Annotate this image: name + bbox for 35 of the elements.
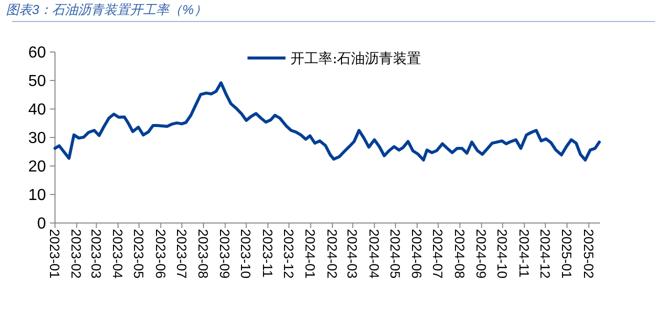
x-tick-label: 2024-01 (302, 229, 318, 279)
y-tick-label: 0 (37, 216, 46, 232)
x-tick-label: 2023-10 (238, 229, 254, 279)
x-tick-label: 2024-05 (387, 229, 402, 279)
x-tick-label: 2024-02 (324, 229, 340, 279)
x-tick-label: 2023-08 (196, 229, 211, 279)
chart-title: 图表3：石油沥青装置开工率（%） (6, 2, 207, 17)
x-tick-label: 2023-05 (131, 229, 146, 279)
x-tick-label: 2025-02 (580, 229, 596, 279)
y-tick-label: 20 (28, 158, 46, 176)
y-tick-label: 10 (28, 187, 46, 204)
x-tick-label: 2024-11 (516, 229, 532, 278)
x-tick-label: 2024-03 (344, 229, 360, 279)
x-tick-label: 2023-07 (174, 229, 189, 279)
x-tick-label: 2024-04 (366, 229, 382, 280)
x-tick-label: 2024-10 (494, 229, 510, 279)
x-tick-label: 2023-01 (47, 229, 62, 279)
y-tick-label: 60 (28, 44, 46, 62)
y-tick-label: 40 (28, 102, 46, 118)
x-tick-label: 2024-07 (430, 229, 446, 279)
x-tick-label: 2024-06 (409, 229, 424, 279)
x-tick-label: 2025-01 (559, 229, 574, 279)
y-tick-label: 30 (28, 130, 46, 147)
x-tick-label: 2023-12 (280, 229, 296, 279)
x-tick-label: 2024-12 (537, 229, 552, 279)
x-tick-label: 2023-03 (88, 229, 104, 279)
x-tick-label: 2023-04 (110, 229, 126, 280)
x-tick-label: 2023-09 (217, 229, 232, 279)
x-tick-label: 2023-11 (260, 229, 275, 278)
y-tick-label: 50 (28, 73, 46, 90)
x-tick-label: 2024-08 (452, 229, 467, 279)
legend-label: 开工率:石油沥青装置 (290, 51, 422, 67)
x-tick-label: 2023-06 (152, 229, 168, 279)
x-tick-label: 2023-02 (68, 229, 84, 279)
x-tick-label: 2024-09 (474, 229, 489, 279)
